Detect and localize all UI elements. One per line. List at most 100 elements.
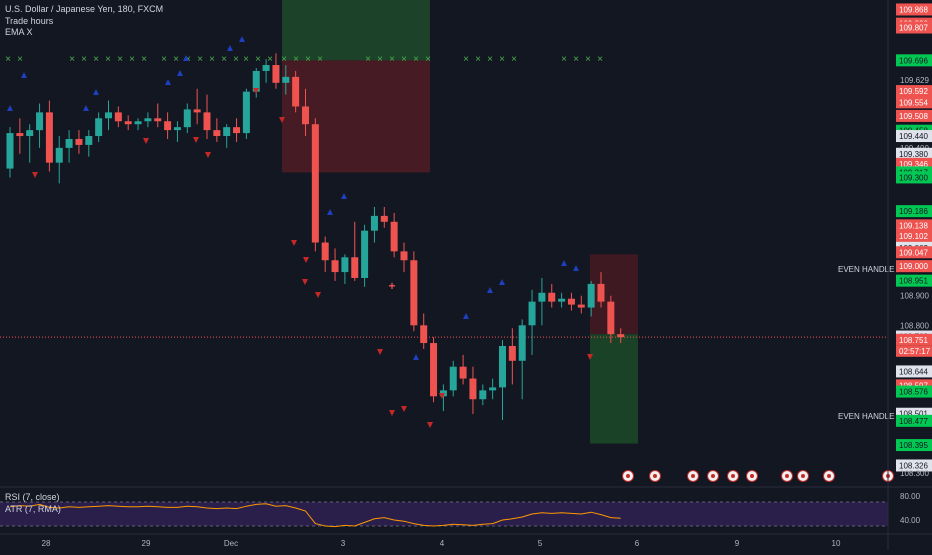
ema-x-signal: ×	[401, 54, 407, 65]
sell-marker	[401, 406, 407, 412]
price-axis-label: 109.440	[899, 132, 928, 141]
ema-x-signal: ×	[233, 54, 239, 65]
legend-symbol[interactable]: U.S. Dollar / Japanese Yen, 180, FXCM	[5, 4, 164, 14]
price-axis-label: 108.900	[900, 292, 929, 301]
time-axis-label: 5	[538, 539, 543, 548]
candle-body	[114, 112, 122, 122]
ema-x-signal: ×	[305, 54, 311, 65]
candle-body	[95, 118, 103, 137]
sell-marker	[587, 354, 593, 360]
ema-x-signal: ×	[317, 54, 323, 65]
ema-x-signal: ×	[487, 54, 493, 65]
candle-body	[567, 298, 575, 305]
candle-body	[75, 138, 83, 145]
rsi-band	[0, 502, 888, 526]
sell-marker	[427, 422, 433, 428]
ema-x-signal: ×	[281, 54, 287, 65]
candle-body	[489, 387, 497, 391]
legend-ema-x[interactable]: EMA X	[5, 27, 33, 37]
sell-marker	[193, 137, 199, 143]
price-axis-label: 108.576	[899, 388, 928, 397]
candle-body	[203, 112, 211, 131]
price-tag-bg	[896, 85, 932, 98]
price-tag-bg	[896, 171, 932, 184]
legend-rsi[interactable]: RSI (7, close)	[5, 492, 60, 502]
candle-body	[173, 127, 181, 131]
ema-x-signal: ×	[597, 54, 603, 65]
buy-marker	[93, 89, 99, 95]
sell-marker	[291, 240, 297, 246]
short-target-zone	[590, 334, 638, 444]
price-tag-bg	[896, 147, 932, 160]
candle-body	[252, 70, 260, 92]
ema-x-signal: ×	[573, 54, 579, 65]
candle-body	[400, 251, 408, 261]
price-axis-label: 109.186	[899, 207, 928, 216]
candle-body	[193, 109, 201, 113]
price-tag-bg	[896, 21, 932, 34]
candle-body	[105, 112, 112, 119]
price-axis-label: 108.326	[899, 461, 928, 470]
legend-atr[interactable]: ATR (7, RMA)	[5, 503, 61, 514]
cross-marker: +	[388, 279, 395, 293]
event-icon-dot	[801, 474, 805, 478]
candle-body	[272, 65, 280, 83]
ema-x-signal: ×	[173, 54, 179, 65]
time-axis-label: 28	[42, 539, 51, 548]
ema-x-signal: ×	[161, 54, 167, 65]
candle-body	[134, 121, 142, 125]
price-axis-label: 109.807	[899, 24, 928, 33]
buy-marker	[463, 313, 469, 319]
candle-body	[548, 292, 556, 302]
sell-marker	[439, 393, 445, 399]
time-axis-label: 10	[832, 539, 841, 548]
ema-x-signal: ×	[267, 54, 273, 65]
candle-body	[449, 366, 457, 391]
sell-marker	[315, 292, 321, 298]
sell-marker	[205, 152, 211, 158]
ema-x-signal: ×	[129, 54, 135, 65]
candle-body	[331, 260, 339, 273]
legend-trade-hours[interactable]: Trade hours	[5, 15, 54, 26]
price-axis-label: 108.644	[899, 367, 928, 376]
time-axis-label: 29	[142, 539, 151, 548]
candle-body	[242, 91, 250, 134]
candle-body	[577, 304, 585, 308]
time-axis-label: 4	[440, 539, 445, 548]
buy-marker	[83, 105, 89, 111]
candle-body	[420, 325, 428, 344]
event-icon-dot	[626, 474, 630, 478]
candle-body	[499, 346, 506, 388]
candle-body	[459, 366, 467, 379]
candle-body	[6, 133, 14, 169]
price-axis-label: 109.047	[899, 248, 928, 257]
buy-marker	[573, 265, 579, 271]
buy-marker	[499, 279, 505, 285]
candle-body	[538, 292, 546, 302]
time-axis-label: 9	[735, 539, 740, 548]
price-axis-label: 109.102	[899, 232, 928, 241]
candle-body	[587, 283, 595, 308]
price-axis-label: 109.508	[899, 112, 928, 121]
candle-body	[361, 230, 369, 278]
price-tag-bg	[896, 439, 932, 452]
ema-x-signal: ×	[425, 54, 431, 65]
sell-marker	[279, 117, 285, 123]
candle-body	[469, 378, 477, 400]
candle-body	[292, 76, 300, 107]
buy-marker	[487, 287, 493, 293]
price-axis-label: 109.346	[899, 160, 928, 169]
rsi-line	[9, 503, 621, 528]
price-tag-bg	[896, 96, 932, 109]
time-axis-label: 6	[635, 539, 640, 548]
price-tag-bg	[896, 109, 932, 122]
ema-x-signal: ×	[197, 54, 203, 65]
ema-x-signal: ×	[221, 54, 227, 65]
ema-x-signal: ×	[511, 54, 517, 65]
long-target-zone	[282, 0, 430, 61]
price-axis-label: 108.800	[900, 321, 929, 330]
candle-body	[282, 76, 290, 83]
candle-body	[390, 221, 398, 252]
